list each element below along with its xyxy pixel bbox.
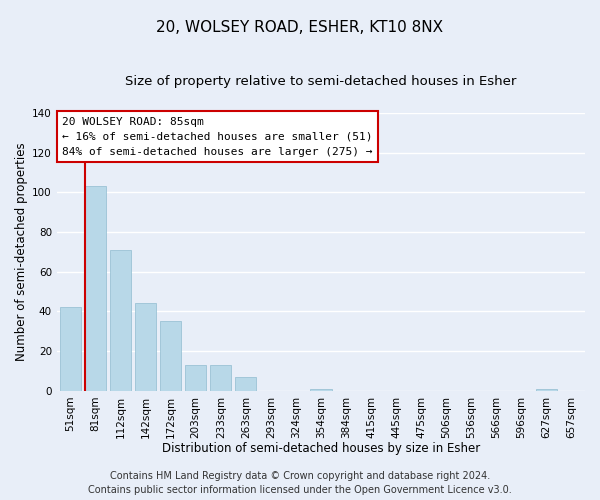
Bar	[85, 186, 106, 391]
Text: 20, WOLSEY ROAD, ESHER, KT10 8NX: 20, WOLSEY ROAD, ESHER, KT10 8NX	[157, 20, 443, 35]
Bar	[536, 389, 557, 391]
Bar	[160, 322, 181, 391]
Y-axis label: Number of semi-detached properties: Number of semi-detached properties	[15, 142, 28, 361]
Bar	[210, 365, 232, 391]
Bar	[110, 250, 131, 391]
Bar	[235, 377, 256, 391]
Bar	[185, 365, 206, 391]
Title: Size of property relative to semi-detached houses in Esher: Size of property relative to semi-detach…	[125, 75, 517, 88]
Bar	[135, 304, 156, 391]
X-axis label: Distribution of semi-detached houses by size in Esher: Distribution of semi-detached houses by …	[162, 442, 480, 455]
Text: 20 WOLSEY ROAD: 85sqm
← 16% of semi-detached houses are smaller (51)
84% of semi: 20 WOLSEY ROAD: 85sqm ← 16% of semi-deta…	[62, 117, 373, 156]
Bar	[310, 389, 332, 391]
Bar	[60, 308, 81, 391]
Text: Contains HM Land Registry data © Crown copyright and database right 2024.
Contai: Contains HM Land Registry data © Crown c…	[88, 471, 512, 495]
